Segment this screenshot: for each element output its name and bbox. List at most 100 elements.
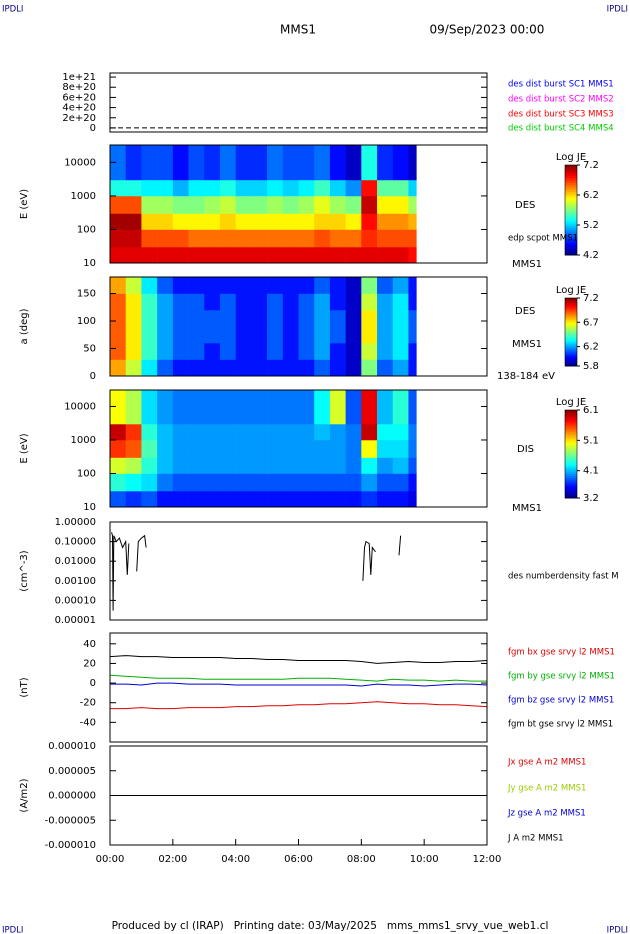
heatmap-cell: [408, 145, 417, 181]
heatmap-cell: [345, 359, 362, 377]
heatmap-cell: [267, 310, 284, 327]
heatmap-cell: [392, 457, 409, 474]
heatmap-cell: [157, 390, 174, 425]
heatmap-cell: [392, 213, 409, 230]
heatmap-cell: [125, 310, 142, 327]
colorbar-slice: [565, 326, 577, 330]
colorbar-tick-label: 7.2: [583, 160, 599, 171]
heatmap-cell: [251, 457, 268, 474]
colorbar-slice: [565, 219, 577, 222]
heatmap-cell: [392, 310, 409, 327]
heatmap-cell: [204, 277, 221, 294]
colorbar-slice: [565, 301, 577, 304]
heatmap-cell: [314, 423, 331, 441]
y-tick-label: 0.000005: [48, 766, 96, 777]
colorbar-slice: [565, 308, 577, 311]
colorbar-slice: [565, 410, 577, 413]
colorbar-slice: [565, 340, 577, 343]
heatmap-cell: [251, 213, 268, 230]
heatmap-cell: [408, 390, 417, 425]
heatmap-cell: [188, 343, 205, 360]
y-axis-label: (A/m2): [19, 778, 30, 812]
heatmap-cell: [267, 326, 284, 344]
heatmap-cell: [141, 310, 158, 327]
heatmap-cell: [141, 293, 158, 311]
colorbar-label: Log JE: [556, 152, 586, 163]
heatmap-cell: [172, 229, 189, 248]
y-tick-label: -20: [80, 698, 96, 709]
y-tick-label: 10: [83, 258, 96, 269]
annotation: DES: [515, 200, 535, 211]
heatmap-cell: [219, 179, 236, 197]
colorbar-slice: [565, 333, 577, 336]
heatmap-cell: [251, 473, 268, 492]
heatmap-cell: [125, 457, 142, 474]
heatmap-cell: [282, 359, 299, 377]
y-tick-label: 0.000010: [48, 741, 96, 752]
colorbar-tick-label: 5.1: [583, 435, 599, 446]
heatmap-cell: [392, 179, 409, 197]
y-tick-label: 0.10000: [55, 537, 96, 548]
heatmap-cell: [298, 229, 315, 248]
colorbar-slice: [565, 335, 577, 338]
colorbar-slice: [565, 447, 577, 451]
heatmap-cell: [329, 229, 346, 248]
heatmap-cell: [235, 491, 252, 508]
heatmap-cell: [157, 423, 174, 441]
heatmap-cell: [251, 179, 268, 197]
y-tick-label: 0.000000: [48, 791, 96, 802]
heatmap-cell: [298, 491, 315, 508]
heatmap-cell: [377, 293, 394, 311]
heatmap-cell: [361, 293, 378, 311]
heatmap-cell: [125, 229, 142, 248]
heatmap-cell: [408, 457, 417, 474]
heatmap-cell: [267, 145, 284, 181]
heatmap-cell: [172, 293, 189, 311]
colorbar-slice: [565, 323, 577, 326]
heatmap-cell: [282, 229, 299, 248]
heatmap-cell: [267, 439, 284, 458]
heatmap-cell: [188, 359, 205, 377]
y-tick-label: -0.000010: [45, 840, 96, 851]
heatmap-cell: [392, 195, 409, 214]
heatmap-cell: [408, 359, 417, 377]
colorbar-slice: [565, 189, 577, 193]
colorbar-slice: [565, 198, 577, 202]
y-tick-label: 0: [90, 123, 96, 134]
heatmap-cell: [282, 195, 299, 214]
y-axis-label: a (deg): [19, 308, 30, 344]
y-tick-label: 100: [77, 316, 96, 327]
heatmap-cell: [329, 473, 346, 492]
heatmap-cell: [141, 491, 158, 508]
y-tick-label: 10000: [64, 401, 96, 412]
colorbar-slice: [565, 350, 577, 353]
colorbar-slice: [565, 360, 577, 364]
colorbar-slice: [565, 313, 577, 316]
heatmap-cell: [219, 246, 236, 264]
heatmap-cell: [392, 491, 409, 508]
annotation: DIS: [517, 444, 534, 455]
x-tick-label: 00:00: [96, 854, 125, 865]
y-tick-label: 0.01000: [55, 556, 96, 567]
heatmap-cell: [314, 343, 331, 360]
heatmap-cell: [329, 145, 346, 181]
colorbar-slice: [565, 480, 577, 484]
heatmap-cell: [251, 359, 268, 377]
heatmap-cell: [408, 326, 417, 344]
y-axis-label: (cm^-3): [19, 550, 30, 591]
data-line: [110, 701, 488, 710]
heatmap-cell: [392, 326, 409, 344]
heatmap-cell: [267, 293, 284, 311]
heatmap-cell: [204, 439, 221, 458]
colorbar-slice: [565, 432, 577, 435]
legend-entry: J A m2 MMS1: [507, 834, 564, 844]
heatmap-cell: [267, 195, 284, 214]
heatmap-cell: [298, 213, 315, 230]
heatmap-cell: [377, 473, 394, 492]
heatmap-cell: [251, 277, 268, 294]
colorbar-slice: [565, 228, 577, 231]
heatmap-cell: [110, 423, 127, 441]
heatmap-cell: [377, 195, 394, 214]
heatmap-cell: [314, 195, 331, 214]
heatmap-cell: [172, 359, 189, 377]
